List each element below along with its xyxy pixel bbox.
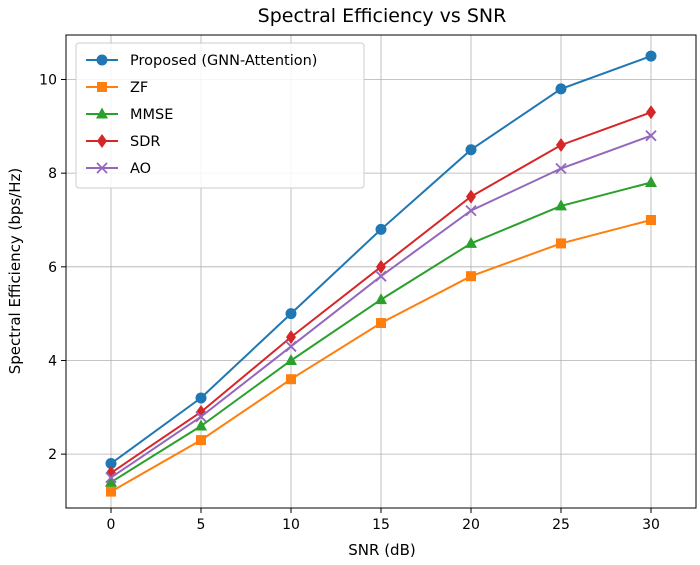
- data-point-zf: [196, 435, 206, 446]
- legend: Proposed (GNN-Attention) ZF MMSE SDR AO: [75, 42, 365, 189]
- legend-item: Proposed (GNN-Attention): [86, 53, 317, 69]
- legend-label: Proposed (GNN-Attention): [130, 53, 317, 69]
- legend-marker: [97, 134, 107, 148]
- y-tick-label: 10: [39, 72, 57, 88]
- legend-label: MMSE: [130, 107, 173, 123]
- x-tick-label: 5: [197, 517, 206, 533]
- data-point-ao: [195, 411, 207, 423]
- legend-marker: [97, 82, 107, 92]
- data-point-ao: [375, 270, 387, 282]
- data-point-proposed-gnn-attention: [465, 144, 477, 156]
- data-point-ao: [555, 162, 567, 175]
- data-point-zf: [646, 214, 656, 225]
- y-axis-label: Spectral Efficiency (bps/Hz): [6, 168, 24, 374]
- data-point-sdr: [286, 330, 296, 345]
- data-point-sdr: [466, 189, 476, 204]
- legend-marker: [96, 162, 108, 174]
- series-proposed-gnn-attention: [105, 50, 657, 470]
- x-axis-label: SNR (dB): [348, 541, 415, 559]
- data-point-ao: [465, 204, 477, 217]
- data-point-mmse: [105, 475, 117, 487]
- data-point-zf: [556, 238, 566, 249]
- x-tick-label: 0: [107, 517, 116, 533]
- data-point-ao: [105, 471, 117, 484]
- y-tick-label: 2: [48, 447, 57, 463]
- legend-label: SDR: [130, 134, 160, 150]
- series-sdr: [106, 105, 656, 480]
- y-tick-label: 8: [48, 166, 57, 182]
- x-tick-label: 30: [642, 517, 660, 533]
- data-point-proposed-gnn-attention: [555, 83, 567, 95]
- legend-box: [75, 42, 365, 189]
- legend-item: AO: [86, 161, 151, 177]
- data-point-proposed-gnn-attention: [105, 458, 117, 470]
- data-point-mmse: [285, 353, 297, 365]
- data-point-mmse: [555, 199, 567, 211]
- legend-item: ZF: [86, 80, 148, 96]
- data-point-zf: [106, 486, 116, 497]
- data-point-proposed-gnn-attention: [375, 223, 387, 235]
- y-tick-label: 6: [48, 260, 57, 276]
- x-tick-label: 15: [372, 517, 390, 533]
- legend-label: ZF: [130, 80, 148, 96]
- data-point-proposed-gnn-attention: [645, 50, 657, 62]
- data-point-mmse: [465, 236, 477, 248]
- x-tick-label: 10: [282, 517, 300, 533]
- data-point-zf: [466, 271, 476, 282]
- data-point-proposed-gnn-attention: [285, 308, 297, 320]
- chart-title: Spectral Efficiency vs SNR: [258, 5, 507, 27]
- data-point-zf: [376, 318, 386, 329]
- data-point-mmse: [375, 293, 387, 305]
- data-point-sdr: [646, 105, 656, 120]
- series-layer: [105, 50, 657, 497]
- axis-ticks: 0 5 10 15 20 25 30 2 4 6 8 10: [39, 72, 660, 533]
- data-point-mmse: [195, 419, 207, 431]
- data-point-sdr: [556, 138, 566, 153]
- series-mmse: [105, 176, 657, 487]
- data-point-zf: [286, 374, 296, 385]
- legend-marker: [96, 54, 108, 66]
- legend-label: AO: [130, 161, 151, 177]
- legend-marker: [96, 107, 108, 119]
- data-point-ao: [285, 340, 297, 353]
- data-point-sdr: [376, 259, 386, 274]
- legend-item: MMSE: [86, 107, 173, 123]
- data-point-ao: [645, 130, 657, 142]
- series-ao: [105, 130, 657, 484]
- data-point-mmse: [645, 176, 657, 188]
- data-point-proposed-gnn-attention: [195, 392, 207, 404]
- x-tick-label: 20: [462, 517, 480, 533]
- x-tick-label: 25: [552, 517, 570, 533]
- series-zf: [106, 214, 656, 497]
- y-tick-label: 4: [48, 353, 57, 369]
- legend-item: SDR: [86, 134, 160, 150]
